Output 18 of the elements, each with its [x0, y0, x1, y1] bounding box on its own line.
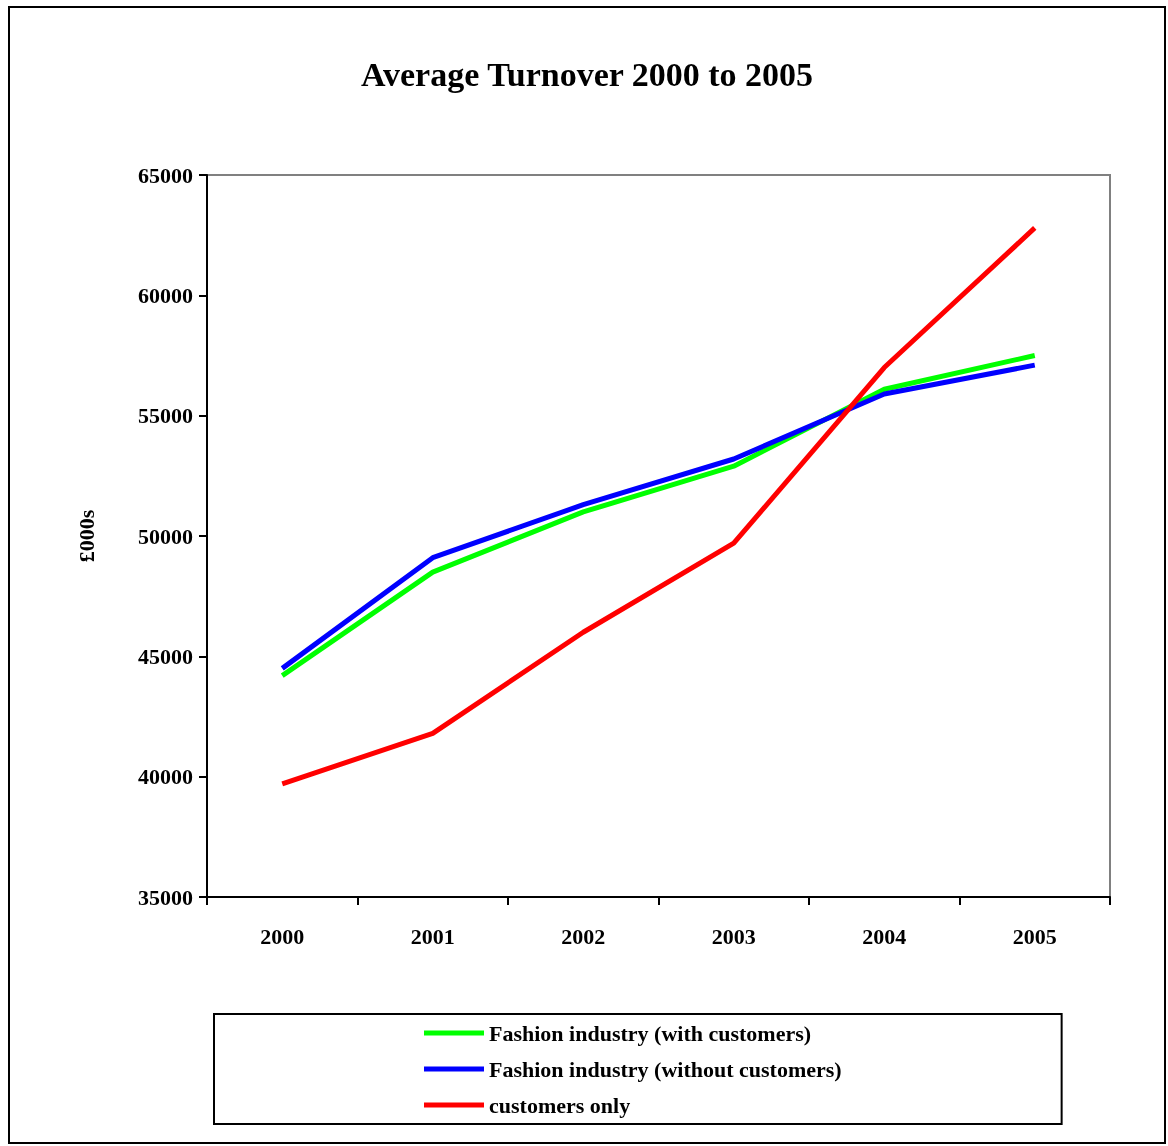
y-tick-label: 45000	[138, 643, 193, 669]
chart-title: Average Turnover 2000 to 2005	[360, 55, 814, 93]
y-axis-title: £000s	[73, 509, 99, 563]
x-tick-label: 2003	[711, 923, 756, 949]
y-tick-label: 60000	[138, 282, 193, 308]
y-tick-label: 40000	[138, 764, 193, 790]
legend-label: Fashion industry (without customers)	[489, 1056, 842, 1082]
legend-label: Fashion industry (with customers)	[489, 1020, 812, 1046]
x-tick-label: 2002	[561, 923, 606, 949]
x-tick-label: 2001	[410, 923, 455, 949]
y-tick-label: 35000	[138, 884, 193, 910]
y-tick-label: 55000	[138, 403, 193, 429]
y-tick-label: 50000	[138, 523, 193, 549]
legend-label: customers only	[489, 1092, 631, 1118]
y-tick-label: 65000	[138, 162, 193, 188]
x-tick-label: 2000	[260, 923, 305, 949]
x-tick-label: 2005	[1012, 923, 1057, 949]
x-tick-label: 2004	[862, 923, 907, 949]
